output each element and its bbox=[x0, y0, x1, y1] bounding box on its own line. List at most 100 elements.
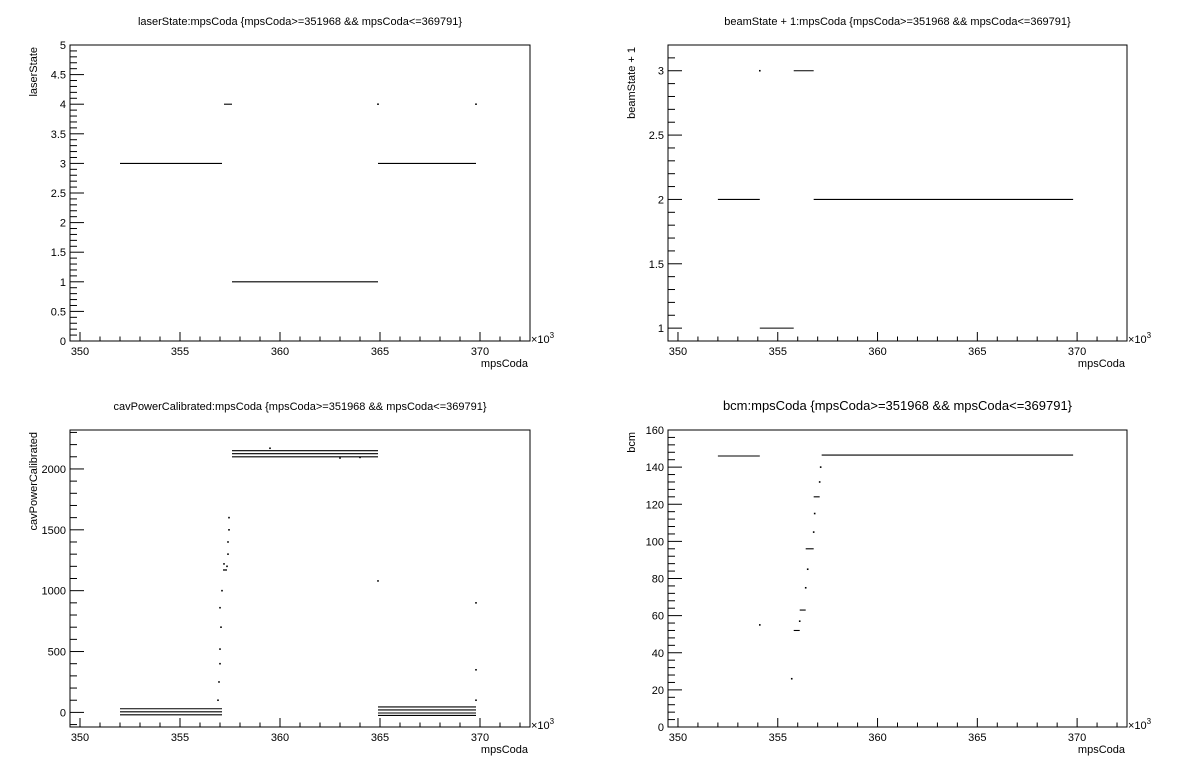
data-point bbox=[798, 620, 801, 622]
data-point bbox=[806, 568, 809, 571]
data-point bbox=[339, 457, 341, 459]
data-point bbox=[818, 481, 821, 483]
x-tick-label: 365 bbox=[968, 732, 986, 744]
y-tick-label: 0 bbox=[60, 707, 66, 719]
data-point bbox=[475, 668, 477, 671]
x-tick-label: 370 bbox=[1068, 732, 1086, 744]
data-point bbox=[218, 681, 220, 683]
y-tick-label: 0 bbox=[60, 336, 66, 348]
y-tick-label: 2 bbox=[658, 194, 664, 206]
x-axis-label: mpsCoda bbox=[481, 744, 529, 756]
y-axis-label: laserState bbox=[28, 47, 40, 97]
x-tick-label: 355 bbox=[171, 346, 189, 358]
x-axis-label: mpsCoda bbox=[1078, 358, 1126, 370]
y-axis-label: cavPowerCalibrated bbox=[28, 432, 40, 530]
x-exponent-base: ×10 bbox=[531, 720, 550, 732]
x-tick-label: 370 bbox=[471, 346, 489, 358]
data-point bbox=[812, 531, 815, 533]
chart-title: laserState:mpsCoda {mpsCoda>=351968 && m… bbox=[138, 16, 462, 28]
x-tick-label: 365 bbox=[968, 346, 986, 358]
x-tick-label: 355 bbox=[171, 732, 189, 744]
data-point bbox=[227, 553, 229, 555]
data-point bbox=[475, 602, 477, 604]
x-tick-label: 350 bbox=[669, 346, 687, 358]
data-point bbox=[819, 466, 822, 468]
y-axis-label: beamState + 1 bbox=[626, 47, 638, 119]
data-point bbox=[223, 569, 225, 571]
data-point bbox=[219, 648, 221, 650]
panel-laserstate: 350 355 360 365 370 0 0.5 1 1.5 2 2.5 3 3.5 4 4.5 5 lase… bbox=[28, 16, 555, 370]
y-tick-label: 40 bbox=[652, 648, 664, 660]
data-point bbox=[475, 103, 477, 105]
x-exponent-base: ×10 bbox=[1128, 334, 1147, 346]
panel-bcm: 350 355 360 365 370 0 20 40 60 80 100 120 140 160 bcm:… bbox=[626, 398, 1152, 756]
y-tick-label: 20 bbox=[652, 685, 664, 697]
y-tick-label: 3 bbox=[60, 158, 66, 170]
chart-title: bcm:mpsCoda {mpsCoda>=351968 && mpsCoda<… bbox=[723, 398, 1073, 413]
x-tick-label: 350 bbox=[669, 732, 687, 744]
data-point bbox=[223, 563, 225, 565]
x-tick-label: 360 bbox=[868, 732, 886, 744]
y-tick-label: 140 bbox=[646, 462, 664, 474]
y-tick-label: 1500 bbox=[42, 525, 66, 537]
x-tick-label: 360 bbox=[271, 346, 289, 358]
y-tick-label: 2.5 bbox=[51, 188, 66, 200]
y-tick-label: 2.5 bbox=[649, 130, 664, 142]
x-exponent-label: ×103 bbox=[1128, 331, 1152, 346]
y-tick-label: 2000 bbox=[42, 464, 66, 476]
y-tick-label: 60 bbox=[652, 611, 664, 623]
y-tick-label: 120 bbox=[646, 499, 664, 511]
x-tick-label: 370 bbox=[471, 732, 489, 744]
data-point bbox=[377, 580, 379, 582]
x-exponent-label: ×103 bbox=[1128, 717, 1152, 732]
data-point bbox=[228, 516, 230, 519]
chart-title: cavPowerCalibrated:mpsCoda {mpsCoda>=351… bbox=[113, 401, 486, 413]
y-tick-label: 1.5 bbox=[51, 247, 66, 259]
x-exponent-power: 3 bbox=[1147, 717, 1152, 726]
y-tick-label: 1.5 bbox=[649, 259, 664, 271]
x-exponent-power: 3 bbox=[550, 331, 555, 340]
data-point bbox=[759, 624, 761, 626]
y-tick-label: 500 bbox=[48, 647, 66, 659]
y-tick-label: 3.5 bbox=[51, 129, 66, 141]
x-exponent-base: ×10 bbox=[531, 334, 550, 346]
x-exponent-power: 3 bbox=[550, 717, 555, 726]
y-tick-label: 1000 bbox=[42, 586, 66, 598]
x-tick-label: 365 bbox=[371, 732, 389, 744]
y-tick-label: 0 bbox=[658, 722, 664, 734]
x-tick-label: 355 bbox=[769, 732, 787, 744]
data-point bbox=[227, 541, 229, 543]
data-point bbox=[475, 699, 477, 702]
data-point bbox=[219, 606, 221, 609]
data-point bbox=[220, 626, 222, 628]
y-tick-label: 4 bbox=[60, 99, 66, 111]
y-tick-label: 0.5 bbox=[51, 306, 66, 318]
data-point bbox=[804, 586, 807, 589]
y-tick-label: 1 bbox=[60, 277, 66, 289]
data-point bbox=[225, 569, 227, 571]
data-point bbox=[221, 589, 223, 592]
data-point bbox=[228, 529, 230, 531]
x-axis-label: mpsCoda bbox=[481, 358, 529, 370]
x-tick-label: 365 bbox=[371, 346, 389, 358]
y-tick-label: 80 bbox=[652, 574, 664, 586]
panel-cavpowercalibrated: 350 355 360 365 3700500100015002000cavPowerC… bbox=[28, 401, 555, 756]
y-tick-label: 100 bbox=[646, 536, 664, 548]
x-exponent-base: ×10 bbox=[1128, 720, 1147, 732]
x-exponent-label: ×103 bbox=[531, 331, 555, 346]
y-tick-label: 2 bbox=[60, 218, 66, 230]
data-point bbox=[377, 103, 379, 105]
y-tick-label: 5 bbox=[60, 40, 66, 52]
data-point bbox=[217, 699, 219, 702]
data-point bbox=[219, 662, 221, 665]
y-axis-label: bcm bbox=[626, 432, 638, 453]
data-point bbox=[813, 512, 816, 515]
y-tick-label: 1 bbox=[658, 323, 664, 335]
data-point bbox=[269, 447, 271, 450]
x-exponent-power: 3 bbox=[1147, 331, 1152, 340]
x-tick-label: 360 bbox=[868, 346, 886, 358]
data-point bbox=[226, 565, 228, 568]
x-exponent-label: ×103 bbox=[531, 717, 555, 732]
y-tick-label: 4.5 bbox=[51, 70, 66, 82]
